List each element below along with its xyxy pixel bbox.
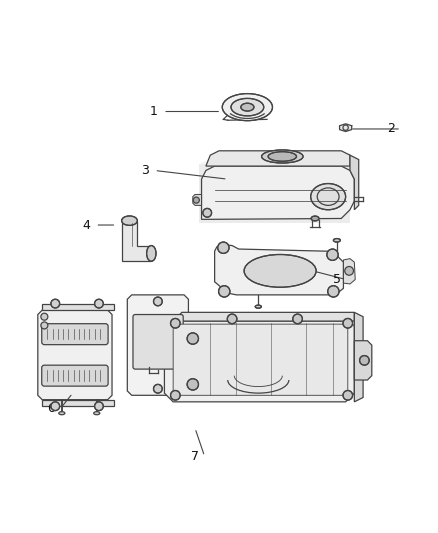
Polygon shape: [42, 304, 114, 310]
Polygon shape: [164, 321, 354, 402]
Circle shape: [51, 402, 60, 410]
Ellipse shape: [147, 246, 156, 261]
Ellipse shape: [311, 216, 319, 221]
Polygon shape: [173, 312, 354, 321]
Polygon shape: [122, 221, 151, 261]
Circle shape: [343, 318, 353, 328]
Circle shape: [293, 314, 302, 324]
Ellipse shape: [94, 411, 100, 415]
Circle shape: [219, 286, 230, 297]
Ellipse shape: [244, 254, 316, 287]
Circle shape: [327, 249, 338, 261]
Text: 4: 4: [82, 219, 90, 231]
Text: 1: 1: [149, 105, 157, 118]
Circle shape: [51, 299, 60, 308]
Circle shape: [170, 318, 180, 328]
Polygon shape: [206, 151, 350, 166]
Polygon shape: [127, 295, 188, 395]
Circle shape: [95, 402, 103, 410]
Circle shape: [153, 297, 162, 306]
Ellipse shape: [222, 94, 272, 120]
Polygon shape: [354, 341, 372, 380]
Circle shape: [153, 384, 162, 393]
Text: 6: 6: [47, 402, 55, 415]
Circle shape: [170, 391, 180, 400]
Polygon shape: [42, 400, 114, 406]
Polygon shape: [201, 166, 354, 220]
FancyBboxPatch shape: [42, 324, 108, 345]
Polygon shape: [199, 164, 350, 223]
Circle shape: [218, 242, 229, 253]
Ellipse shape: [59, 411, 65, 415]
Circle shape: [193, 197, 199, 203]
Circle shape: [41, 322, 48, 329]
Polygon shape: [350, 155, 359, 210]
Circle shape: [203, 208, 212, 217]
Ellipse shape: [241, 103, 254, 111]
Polygon shape: [199, 153, 350, 164]
Ellipse shape: [268, 152, 297, 161]
Circle shape: [227, 314, 237, 324]
Ellipse shape: [311, 183, 346, 210]
Polygon shape: [193, 195, 201, 205]
FancyBboxPatch shape: [42, 365, 108, 386]
Ellipse shape: [231, 99, 264, 116]
Ellipse shape: [333, 239, 340, 242]
Polygon shape: [343, 259, 355, 284]
Circle shape: [95, 299, 103, 308]
Circle shape: [187, 379, 198, 390]
FancyBboxPatch shape: [133, 314, 183, 369]
Polygon shape: [354, 312, 363, 402]
Circle shape: [345, 266, 353, 275]
Text: 7: 7: [191, 450, 199, 463]
Text: 2: 2: [388, 123, 396, 135]
Polygon shape: [38, 310, 112, 400]
Polygon shape: [215, 245, 343, 295]
Circle shape: [343, 391, 353, 400]
Ellipse shape: [255, 305, 261, 308]
Circle shape: [41, 313, 48, 320]
Text: 5: 5: [333, 273, 341, 286]
Ellipse shape: [261, 150, 303, 163]
Circle shape: [328, 286, 339, 297]
Ellipse shape: [122, 216, 138, 225]
Polygon shape: [339, 124, 352, 132]
Polygon shape: [173, 324, 348, 395]
Circle shape: [360, 356, 369, 365]
Circle shape: [187, 333, 198, 344]
Text: 3: 3: [141, 164, 149, 177]
